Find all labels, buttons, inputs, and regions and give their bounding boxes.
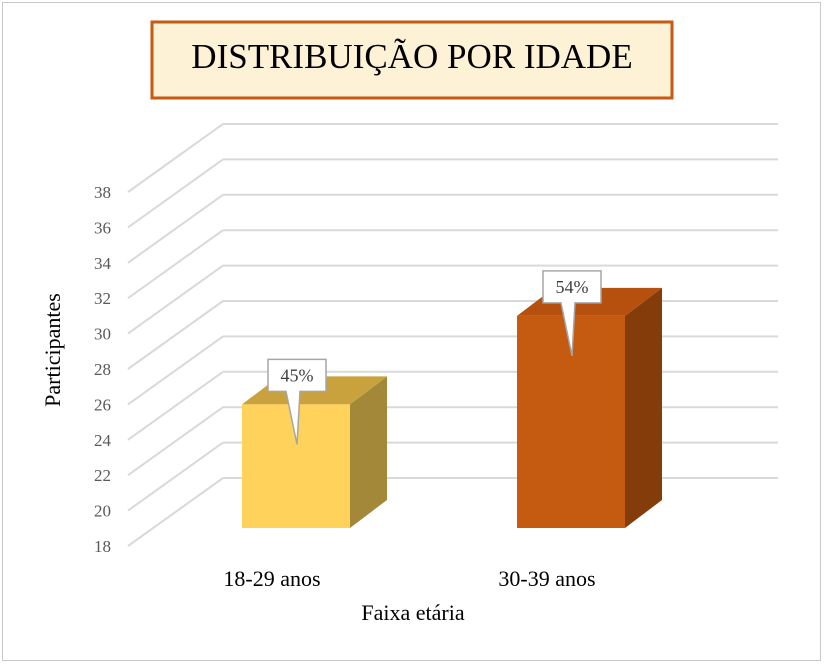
y-tick-label: 22 bbox=[94, 466, 111, 485]
data-label-1: 45% bbox=[267, 358, 327, 445]
y-tick-label: 20 bbox=[94, 502, 111, 521]
gridline-diagonal bbox=[127, 335, 224, 406]
chart-title: DISTRIBUIÇÃO POR IDADE bbox=[191, 37, 632, 76]
data-label-text: 54% bbox=[556, 277, 589, 297]
bar-2 bbox=[517, 287, 662, 528]
data-label-text: 45% bbox=[281, 365, 314, 385]
title-box bbox=[150, 20, 674, 100]
x-category-label: 30-39 anos bbox=[498, 566, 595, 591]
data-labels: 45% 54% bbox=[267, 270, 602, 445]
y-tick-label: 36 bbox=[94, 218, 111, 237]
y-tick-label: 24 bbox=[94, 431, 112, 450]
x-axis-title: Faixa etária bbox=[361, 600, 464, 625]
y-tick-label: 28 bbox=[94, 360, 111, 379]
data-label-2: 54% bbox=[542, 270, 602, 357]
gridline-diagonal bbox=[127, 193, 224, 264]
gridline-diagonal bbox=[127, 370, 224, 441]
gridline-diagonal bbox=[127, 229, 224, 300]
gridline-diagonal bbox=[127, 264, 224, 335]
y-tick-label: 34 bbox=[94, 254, 112, 273]
gridline-diagonal bbox=[127, 406, 224, 477]
gridline-diagonal bbox=[127, 158, 224, 229]
bar-1 bbox=[242, 376, 387, 528]
gridline-diagonal bbox=[127, 477, 224, 547]
y-tick-label: 18 bbox=[94, 537, 111, 556]
gridline-diagonal bbox=[127, 300, 224, 370]
data-label-callout bbox=[542, 270, 602, 357]
bar-side-face bbox=[625, 287, 662, 528]
y-tick-label: 38 bbox=[94, 183, 111, 202]
gridline-diagonal bbox=[127, 441, 224, 512]
y-tick-label: 26 bbox=[94, 395, 111, 414]
y-tick-label: 30 bbox=[94, 325, 111, 344]
gridline-diagonal bbox=[127, 123, 224, 193]
x-axis-categories: 18-29 anos 30-39 anos bbox=[223, 566, 595, 591]
bar-side-face bbox=[350, 376, 387, 528]
y-tick-label: 32 bbox=[94, 289, 111, 308]
x-category-label: 18-29 anos bbox=[223, 566, 320, 591]
chart-title-box: DISTRIBUIÇÃO POR IDADE bbox=[150, 20, 674, 100]
y-axis-ticks: 18 20 22 24 26 28 30 32 34 36 38 bbox=[94, 183, 112, 556]
data-label-callout bbox=[267, 358, 327, 445]
gridlines bbox=[127, 123, 778, 547]
y-axis-title: Participantes bbox=[40, 293, 65, 407]
